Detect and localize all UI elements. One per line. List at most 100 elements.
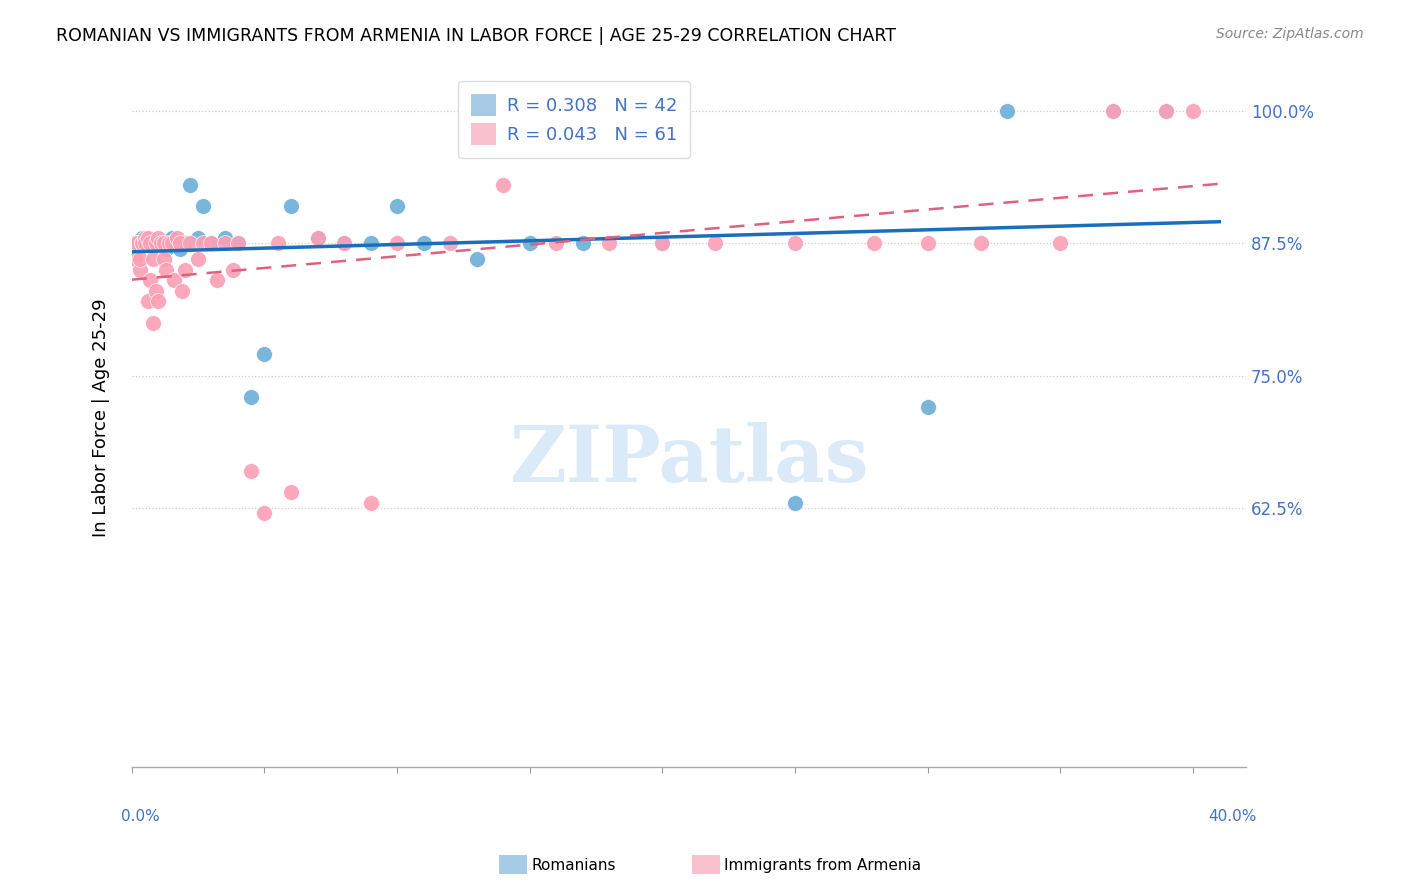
Point xyxy=(307,231,329,245)
Point xyxy=(226,236,249,251)
Legend: R = 0.308   N = 42, R = 0.043   N = 61: R = 0.308 N = 42, R = 0.043 N = 61 xyxy=(458,81,690,158)
Point xyxy=(280,485,302,500)
Point xyxy=(412,236,434,251)
Point xyxy=(128,252,150,266)
Point xyxy=(150,236,173,251)
Point xyxy=(439,236,461,251)
Point xyxy=(651,236,673,251)
Y-axis label: In Labor Force | Age 25-29: In Labor Force | Age 25-29 xyxy=(93,299,110,537)
Point xyxy=(193,199,215,213)
Point xyxy=(385,199,408,213)
Point xyxy=(145,236,167,251)
Point xyxy=(128,262,150,277)
Point xyxy=(969,236,991,251)
Point xyxy=(136,231,159,245)
Point xyxy=(492,178,515,192)
Point xyxy=(166,231,188,245)
Point xyxy=(139,236,162,251)
Point xyxy=(307,231,329,245)
Point xyxy=(205,273,228,287)
Point xyxy=(145,284,167,298)
Point xyxy=(214,231,236,245)
Point xyxy=(157,236,180,251)
Point xyxy=(160,236,183,251)
Point xyxy=(142,252,165,266)
Point xyxy=(214,236,236,251)
Point xyxy=(155,262,177,277)
Point xyxy=(148,294,170,309)
Point xyxy=(360,236,382,251)
Point xyxy=(465,252,488,266)
Point xyxy=(136,294,159,309)
Point xyxy=(134,236,156,251)
Point xyxy=(546,236,568,251)
Point xyxy=(152,252,174,266)
Point xyxy=(160,231,183,245)
Text: Source: ZipAtlas.com: Source: ZipAtlas.com xyxy=(1216,27,1364,41)
Point xyxy=(226,236,249,251)
Point xyxy=(152,236,174,251)
Point xyxy=(783,236,806,251)
Point xyxy=(1154,103,1177,118)
Point xyxy=(157,236,180,251)
Point xyxy=(221,262,243,277)
Point xyxy=(124,236,146,251)
Point xyxy=(127,236,149,251)
Point xyxy=(187,252,209,266)
Point xyxy=(200,236,222,251)
Point xyxy=(142,236,165,251)
Point xyxy=(385,236,408,251)
Point xyxy=(1181,103,1204,118)
Point xyxy=(240,390,263,404)
Point xyxy=(131,236,153,251)
Point xyxy=(253,506,276,520)
Point xyxy=(139,273,162,287)
Point xyxy=(169,242,191,256)
Point xyxy=(333,236,356,251)
Point xyxy=(145,236,167,251)
Point xyxy=(163,273,186,287)
Point xyxy=(917,401,939,415)
Point xyxy=(863,236,886,251)
Text: Immigrants from Armenia: Immigrants from Armenia xyxy=(724,858,921,872)
Text: Romanians: Romanians xyxy=(531,858,616,872)
Point xyxy=(280,199,302,213)
Point xyxy=(1154,103,1177,118)
Point xyxy=(127,236,149,251)
Text: ROMANIAN VS IMMIGRANTS FROM ARMENIA IN LABOR FORCE | AGE 25-29 CORRELATION CHART: ROMANIAN VS IMMIGRANTS FROM ARMENIA IN L… xyxy=(56,27,896,45)
Text: 0.0%: 0.0% xyxy=(121,809,159,824)
Point xyxy=(174,262,197,277)
Point xyxy=(571,236,593,251)
Point xyxy=(142,316,165,330)
Point xyxy=(1102,103,1125,118)
Point xyxy=(267,236,290,251)
Point xyxy=(134,236,156,251)
Point xyxy=(124,252,146,266)
Text: ZIPatlas: ZIPatlas xyxy=(509,422,869,498)
Point xyxy=(131,231,153,245)
Point xyxy=(917,236,939,251)
Point xyxy=(200,236,222,251)
Point xyxy=(360,495,382,509)
Point xyxy=(253,347,276,361)
Point xyxy=(163,236,186,251)
Point xyxy=(155,242,177,256)
Point xyxy=(704,236,727,251)
Point xyxy=(150,236,173,251)
Text: 40.0%: 40.0% xyxy=(1209,809,1257,824)
Point xyxy=(128,236,150,251)
Point xyxy=(193,236,215,251)
Point xyxy=(148,231,170,245)
Point xyxy=(651,236,673,251)
Point xyxy=(1049,236,1071,251)
Point xyxy=(172,284,194,298)
Point xyxy=(152,236,174,251)
Point xyxy=(179,236,201,251)
Point xyxy=(134,231,156,245)
Point xyxy=(995,103,1018,118)
Point xyxy=(127,236,149,251)
Point xyxy=(174,236,197,251)
Point xyxy=(166,236,188,251)
Point xyxy=(333,236,356,251)
Point xyxy=(148,236,170,251)
